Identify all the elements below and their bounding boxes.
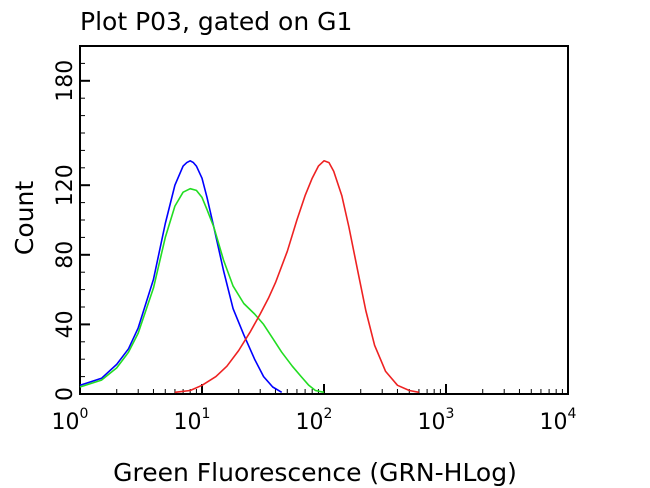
y-tick-label: 120 [53,164,78,206]
y-tick-label: 40 [53,310,78,338]
x-tick-label: 103 [418,406,455,435]
chart-title: Plot P03, gated on G1 [80,7,352,36]
x-axis-label: Green Fluorescence (GRN-HLog) [113,458,517,487]
x-tick-label: 101 [174,406,211,435]
series-line-3 [174,160,420,394]
y-tick-label: 180 [53,60,78,102]
plot-frame [79,45,569,395]
series-line-1 [79,160,283,393]
y-tick-label: 0 [53,387,78,401]
y-tick-label: 80 [53,241,78,269]
x-tick-label: 102 [296,406,333,435]
x-tick-label: 104 [540,406,577,435]
series-line-2 [79,187,325,394]
y-axis-label: Count [10,181,39,255]
x-tick-label: 100 [52,406,89,435]
